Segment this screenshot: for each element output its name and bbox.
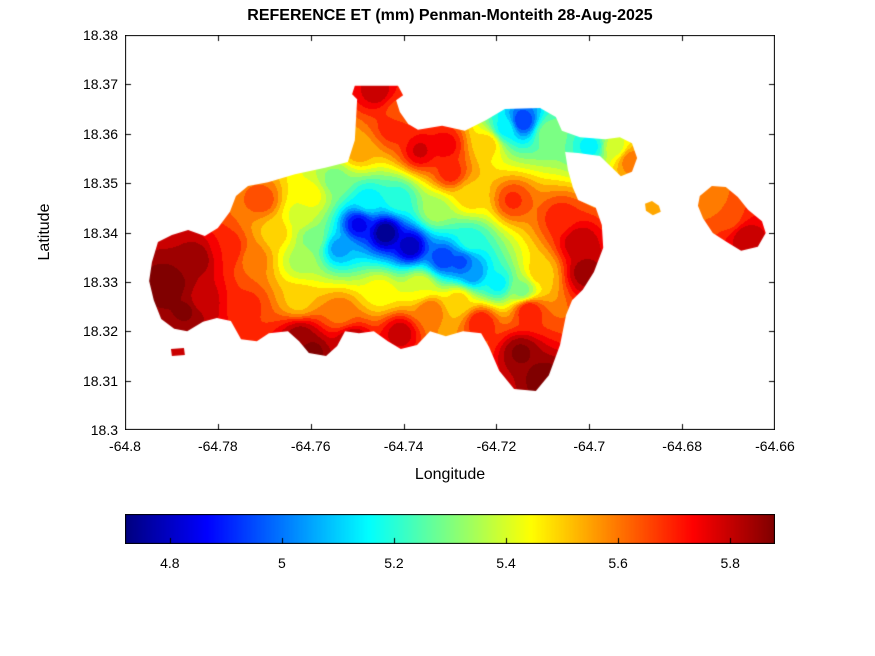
colorbar-tick-label: 5.2 [384, 555, 404, 571]
x-axis-label: Longitude [414, 466, 486, 483]
x-tick-label: -64.7 [573, 438, 606, 454]
y-tick-label: 18.32 [82, 323, 118, 340]
x-tick-label: -64.74 [383, 438, 424, 454]
contour-map-canvas [125, 35, 775, 430]
x-tick-label: -64.8 [109, 438, 141, 454]
y-tick-label: 18.31 [82, 372, 118, 389]
colorbar-tick-label: 5.6 [608, 555, 628, 571]
y-tick-label: 18.35 [82, 175, 118, 192]
y-tick-label: 18.34 [82, 224, 118, 241]
y-axis-label: Latitude [36, 203, 53, 261]
colorbar-tick-label: 4.8 [160, 555, 180, 571]
x-tick-label: -64.76 [290, 438, 331, 454]
y-tick-label: 18.3 [90, 422, 118, 438]
x-tick-label: -64.72 [476, 438, 517, 454]
x-tick-label: -64.78 [197, 438, 238, 454]
y-tick-label: 18.33 [82, 273, 118, 290]
colorbar-tick-label: 5.4 [496, 555, 516, 571]
colorbar [125, 514, 775, 544]
colorbar-tick-label: 5 [277, 555, 286, 571]
y-tick-label: 18.36 [82, 125, 118, 142]
plot-title: REFERENCE ET (mm) Penman-Monteith 28-Aug… [247, 7, 653, 24]
y-tick-label: 18.37 [82, 76, 118, 93]
x-tick-label: -64.68 [662, 438, 702, 454]
y-tick-label: 18.38 [82, 27, 118, 43]
colorbar-tick-label: 5.8 [720, 555, 740, 571]
x-tick-label: -64.66 [755, 438, 795, 454]
